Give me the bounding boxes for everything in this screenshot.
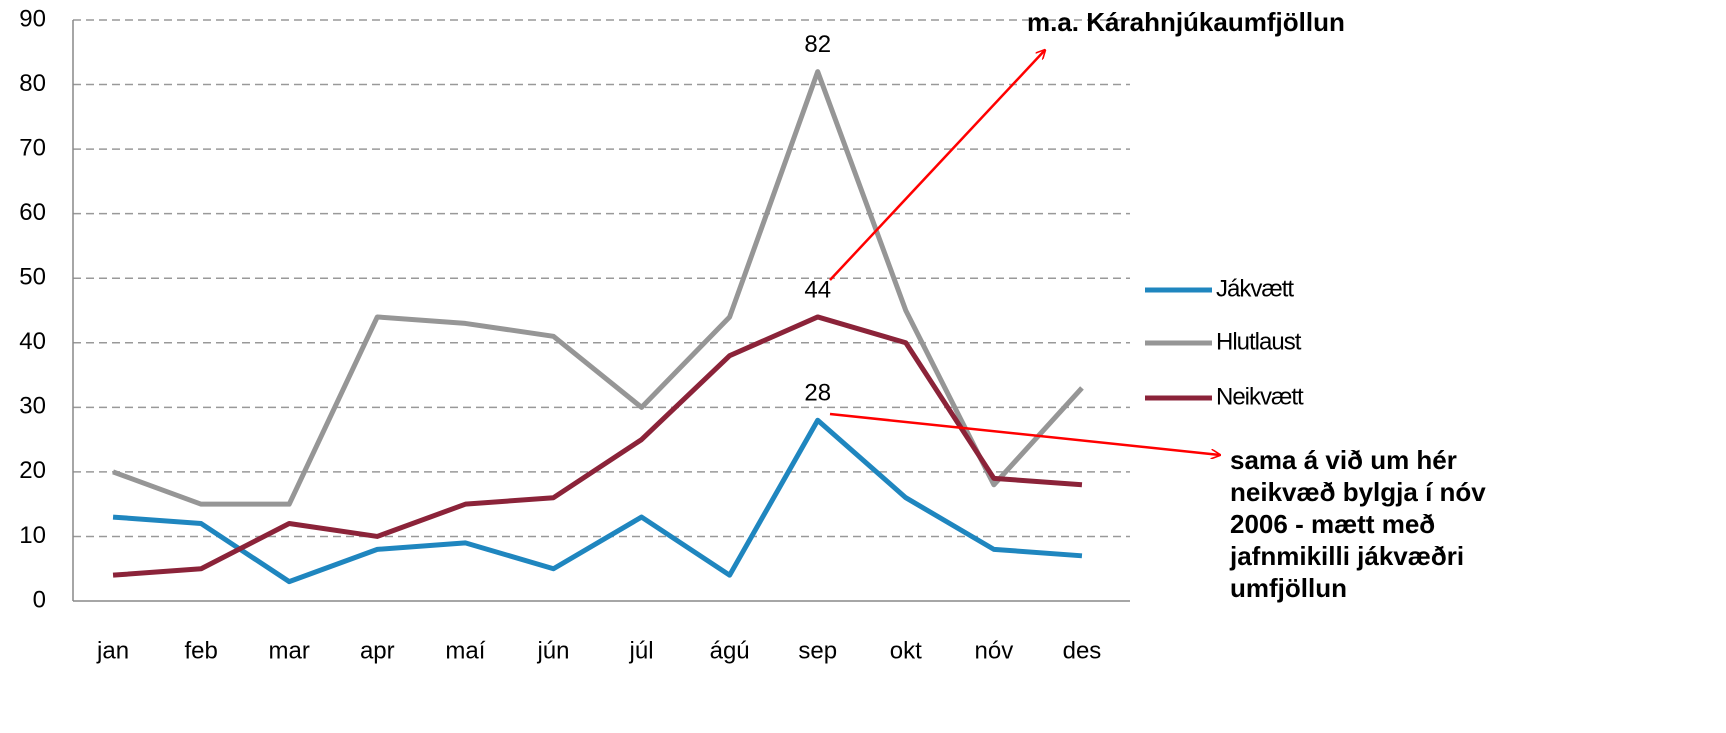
x-tick-label: maí — [445, 637, 485, 664]
y-tick-label: 90 — [19, 5, 46, 32]
y-tick-label: 0 — [33, 586, 46, 613]
x-tick-label: sep — [798, 637, 837, 664]
data-label: 28 — [804, 380, 831, 407]
annotation: 2006 - mætt með — [1230, 509, 1435, 539]
x-tick-label: jan — [96, 637, 129, 664]
x-tick-label: nóv — [975, 637, 1014, 664]
y-tick-label: 10 — [19, 522, 46, 549]
x-tick-label: ágú — [710, 637, 750, 664]
y-tick-label: 60 — [19, 199, 46, 226]
x-tick-label: des — [1063, 637, 1102, 664]
data-label: 82 — [804, 31, 831, 58]
x-tick-label: okt — [890, 637, 922, 664]
annotation: neikvæð bylgja í nóv — [1230, 477, 1486, 507]
annotation: m.a. Kárahnjúkaumfjöllun — [1027, 7, 1345, 37]
line — [112, 417, 1083, 585]
y-tick-label: 20 — [19, 457, 46, 484]
line — [112, 314, 1083, 578]
annotation: sama á við um hér — [1230, 445, 1457, 475]
y-tick-label: 30 — [19, 393, 46, 420]
line — [112, 69, 1084, 507]
annotation: umfjöllun — [1230, 573, 1347, 603]
y-tick-label: 80 — [19, 70, 46, 97]
legend-label: Jákvætt — [1216, 275, 1294, 302]
y-tick-label: 40 — [19, 328, 46, 355]
y-tick-label: 50 — [19, 264, 46, 291]
arrow — [829, 412, 1220, 455]
legend-label: Neikvætt — [1216, 383, 1304, 410]
data-label: 44 — [804, 276, 831, 303]
plot: 0 10 20 30 40 50 60 70 80 90 jan feb mar apr maí jún júl… — [19, 5, 1486, 664]
x-tick-label: feb — [184, 637, 217, 664]
annotation: jafnmikilli jákvæðri — [1229, 541, 1464, 571]
x-tick-label: apr — [360, 637, 395, 664]
legend-label: Hlutlaust — [1216, 328, 1302, 355]
x-tick-label: jún — [536, 637, 569, 664]
x-tick-label: mar — [269, 637, 310, 664]
x-tick-label: júl — [629, 637, 654, 664]
y-tick-label: 70 — [19, 134, 46, 161]
arrow — [829, 50, 1045, 281]
